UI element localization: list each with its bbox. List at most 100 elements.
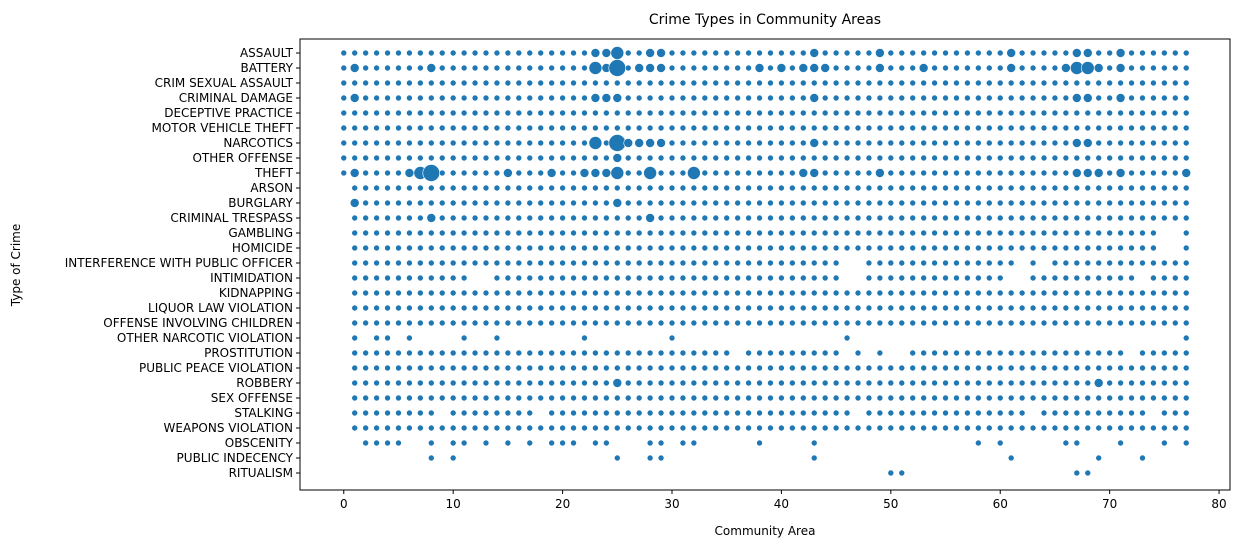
x-tick-label: 10 — [446, 497, 461, 511]
scatter-point — [690, 154, 698, 162]
scatter-point — [548, 394, 555, 402]
scatter-point — [417, 409, 424, 417]
scatter-point — [624, 154, 632, 162]
scatter-point — [789, 139, 796, 147]
scatter-point — [427, 109, 435, 117]
scatter-point — [395, 229, 402, 237]
scatter-point — [656, 63, 666, 73]
scatter-point — [559, 199, 566, 207]
scatter-point — [745, 154, 752, 162]
scatter-point — [745, 184, 752, 192]
scatter-point — [493, 49, 501, 57]
scatter-point — [1139, 349, 1146, 357]
scatter-point — [1182, 334, 1190, 342]
scatter-point — [349, 168, 360, 178]
scatter-point — [482, 49, 490, 57]
scatter-point — [624, 109, 632, 117]
scatter-point — [1171, 289, 1179, 297]
scatter-point — [679, 424, 687, 432]
scatter-point — [865, 379, 873, 387]
scatter-point — [646, 319, 654, 327]
scatter-point — [1062, 379, 1070, 387]
scatter-point — [657, 319, 665, 327]
scatter-point — [548, 214, 555, 222]
scatter-point — [942, 289, 949, 297]
scatter-point — [832, 289, 840, 297]
scatter-point — [1095, 364, 1103, 372]
scatter-point — [789, 49, 796, 57]
scatter-point — [1018, 49, 1026, 57]
scatter-point — [1171, 199, 1179, 207]
scatter-point — [1084, 409, 1092, 417]
scatter-point — [1051, 274, 1059, 282]
scatter-point — [526, 379, 534, 387]
scatter-point — [1040, 409, 1048, 417]
scatter-point — [821, 214, 829, 222]
scatter-point — [1161, 49, 1168, 57]
scatter-point — [1018, 154, 1026, 162]
scatter-point — [679, 379, 687, 387]
scatter-point — [1150, 274, 1157, 282]
scatter-point — [526, 169, 534, 177]
scatter-point — [1171, 184, 1179, 192]
scatter-point — [898, 169, 906, 177]
scatter-point — [789, 409, 796, 417]
scatter-point — [460, 229, 468, 237]
scatter-point — [427, 199, 435, 207]
scatter-point — [592, 124, 599, 132]
scatter-point — [406, 199, 413, 207]
scatter-point — [613, 259, 621, 267]
scatter-point — [942, 319, 949, 327]
scatter-point — [362, 244, 369, 252]
scatter-point — [985, 124, 993, 132]
scatter-point — [1128, 244, 1135, 252]
scatter-point — [548, 109, 555, 117]
scatter-point — [756, 124, 763, 132]
scatter-point — [778, 139, 785, 147]
scatter-point — [1150, 394, 1157, 402]
scatter-point — [1128, 304, 1135, 312]
scatter-point — [438, 94, 446, 102]
scatter-point — [570, 94, 577, 102]
scatter-point — [723, 109, 731, 117]
scatter-point — [920, 319, 927, 327]
scatter-point — [406, 364, 413, 372]
scatter-point — [1139, 109, 1146, 117]
scatter-point — [865, 274, 873, 282]
scatter-point — [843, 304, 851, 312]
scatter-point — [745, 274, 752, 282]
scatter-point — [1182, 304, 1190, 312]
scatter-point — [996, 94, 1004, 102]
scatter-point — [789, 274, 796, 282]
scatter-point — [964, 349, 971, 357]
scatter-point — [1182, 244, 1190, 252]
scatter-point — [559, 154, 566, 162]
scatter-point — [723, 424, 731, 432]
scatter-point — [865, 49, 873, 57]
scatter-point — [362, 304, 369, 312]
scatter-point — [701, 124, 709, 132]
scatter-point — [964, 124, 971, 132]
scatter-point — [767, 184, 774, 192]
scatter-point — [657, 424, 665, 432]
scatter-point — [613, 454, 621, 462]
scatter-point — [362, 109, 369, 117]
scatter-point — [920, 49, 927, 57]
scatter-point — [559, 379, 566, 387]
scatter-point — [843, 124, 851, 132]
scatter-point — [789, 64, 796, 72]
scatter-point — [789, 199, 796, 207]
scatter-point — [876, 94, 884, 102]
scatter-point — [1128, 49, 1135, 57]
scatter-point — [745, 304, 752, 312]
scatter-point — [526, 409, 534, 417]
scatter-point — [975, 154, 982, 162]
scatter-point — [756, 364, 763, 372]
scatter-point — [340, 79, 348, 87]
scatter-point — [581, 199, 588, 207]
scatter-point — [1128, 184, 1135, 192]
scatter-point — [909, 364, 917, 372]
scatter-point — [438, 109, 446, 117]
scatter-point — [931, 424, 938, 432]
scatter-point — [406, 124, 413, 132]
